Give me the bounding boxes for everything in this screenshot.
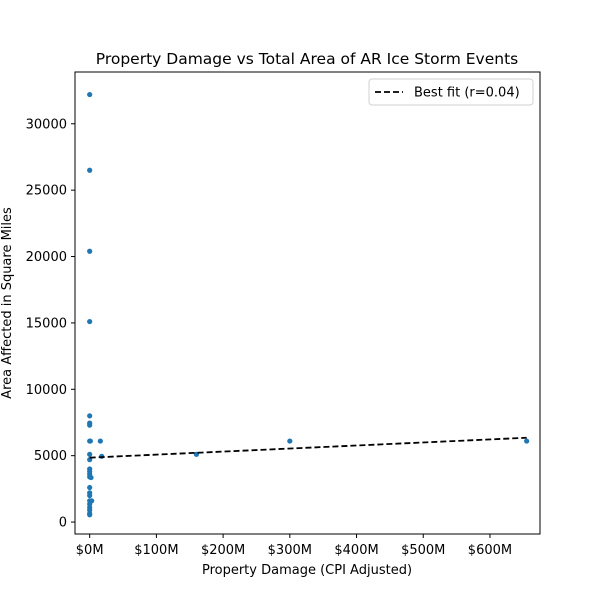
- scatter-point: [87, 248, 93, 254]
- y-tick-label: 30000: [26, 117, 67, 132]
- scatter-point: [87, 318, 93, 325]
- scatter-point: [88, 474, 94, 481]
- scatter-point: [87, 438, 93, 444]
- y-tick-label: 25000: [26, 184, 67, 199]
- legend-box: [368, 78, 534, 106]
- x-tick-label: $300M: [268, 543, 312, 558]
- x-tick-label: $0M: [76, 543, 104, 558]
- y-tick-label: 15000: [26, 316, 67, 331]
- plot-frame: [74, 71, 541, 535]
- y-axis-label: Area Affected in Square Miles: [0, 207, 15, 399]
- best-fit-line: [89, 436, 527, 459]
- legend: Best fit (r=0.04): [368, 78, 534, 106]
- scatter-point: [287, 438, 293, 444]
- x-tick-label: $600M: [468, 543, 512, 558]
- y-tick-label: 20000: [26, 250, 67, 265]
- scatter-point: [87, 484, 93, 491]
- scatter-point: [97, 438, 103, 444]
- x-axis: $0M $100M $200M $300M $400M $500M $600M: [76, 534, 512, 558]
- chart-title: Property Damage vs Total Area of AR Ice …: [96, 50, 518, 68]
- y-tick-label: 10000: [26, 383, 67, 398]
- scatter-point: [87, 451, 93, 457]
- x-tick-label: $400M: [334, 543, 378, 558]
- scatter-point: [87, 512, 93, 518]
- scatter-point: [87, 413, 93, 419]
- y-axis: 0 5000 10000 15000 20000 25000 30000: [26, 117, 75, 531]
- y-tick-label: 5000: [34, 449, 67, 464]
- scatter-point: [87, 422, 93, 428]
- scatter-point: [87, 91, 93, 98]
- x-tick-label: $100M: [134, 543, 178, 558]
- legend-label: Best fit (r=0.04): [414, 86, 520, 101]
- x-tick-label: $500M: [401, 543, 445, 558]
- x-tick-label: $200M: [201, 543, 245, 558]
- plot-area: [87, 91, 530, 518]
- x-axis-label: Property Damage (CPI Adjusted): [202, 563, 412, 578]
- scatter-point: [524, 438, 530, 444]
- y-tick-label: 0: [59, 516, 67, 531]
- scatter-point: [87, 492, 93, 499]
- scatter-point: [87, 167, 93, 173]
